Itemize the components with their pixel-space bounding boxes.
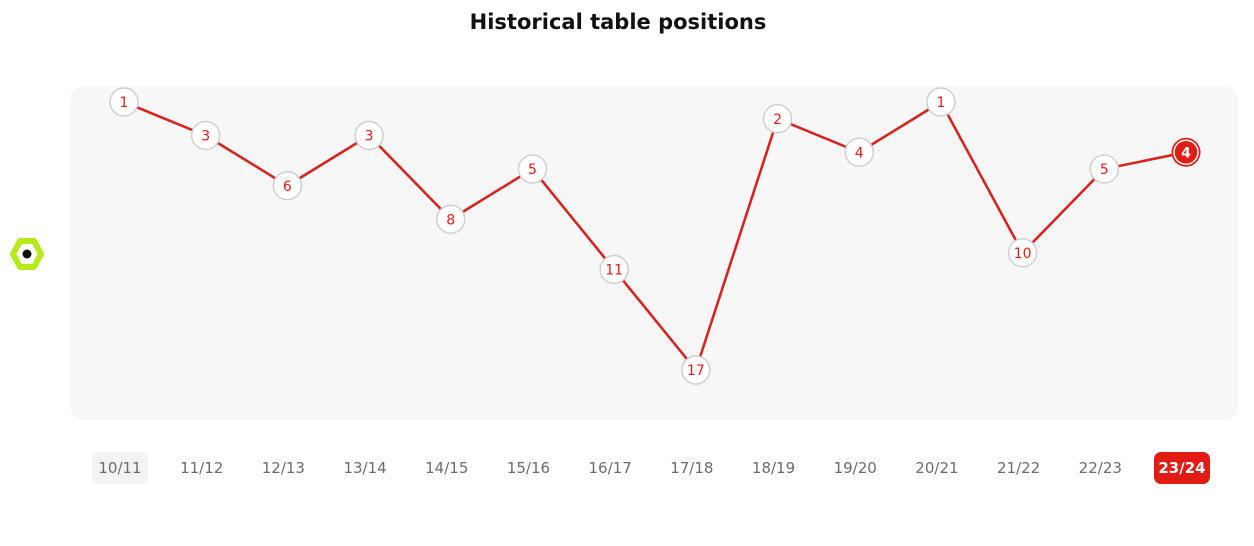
data-point-label: 1 bbox=[936, 95, 945, 111]
data-point-marker bbox=[762, 104, 793, 134]
data-point-marker bbox=[844, 137, 874, 167]
season-tab-11-12[interactable]: 11/12 bbox=[180, 459, 224, 477]
season-tab-18-19[interactable]: 18/19 bbox=[751, 459, 796, 477]
data-point-marker bbox=[436, 204, 466, 234]
data-point-marker bbox=[354, 120, 384, 151]
data-point[interactable]: 17 bbox=[681, 355, 711, 385]
data-point-label: 6 bbox=[283, 179, 292, 195]
data-point-label: 11 bbox=[605, 263, 623, 279]
season-axis: 10/11 11/12 12/13 13/14 14/15 15/16 16/17 17/18… bbox=[0, 452, 1254, 484]
data-point-label: 2 bbox=[773, 112, 782, 128]
line-segment bbox=[1021, 168, 1106, 254]
line-segment bbox=[531, 168, 616, 271]
line-segment bbox=[694, 118, 779, 371]
season-tab-23-24[interactable]: 23/24 bbox=[1154, 452, 1210, 484]
season-tab-12-13[interactable]: 12/13 bbox=[261, 459, 305, 477]
data-point-label: 4 bbox=[1181, 145, 1191, 161]
season-tab-19-20[interactable]: 19/20 bbox=[833, 459, 877, 477]
data-point-marker bbox=[1007, 238, 1038, 268]
data-point-marker bbox=[272, 171, 303, 201]
data-point[interactable]: 1 bbox=[926, 87, 956, 117]
data-point-label: 8 bbox=[446, 212, 455, 228]
data-point-label: 17 bbox=[687, 363, 705, 379]
season-tab-14-15[interactable]: 14/15 bbox=[425, 459, 469, 477]
line-segment bbox=[205, 134, 289, 187]
data-point-marker bbox=[599, 254, 629, 285]
plot-area bbox=[70, 86, 1238, 420]
data-point[interactable]: 3 bbox=[354, 120, 384, 151]
data-point-marker bbox=[109, 87, 139, 117]
data-point-marker bbox=[926, 87, 956, 117]
data-point[interactable]: 3 bbox=[190, 120, 221, 151]
season-tab-20-21[interactable]: 20/21 bbox=[915, 459, 959, 477]
data-point-label: 5 bbox=[528, 162, 537, 178]
league-logo-icon bbox=[10, 238, 44, 270]
season-tab-22-23[interactable]: 22/23 bbox=[1078, 459, 1122, 477]
data-point[interactable]: 5 bbox=[517, 154, 548, 184]
data-point-label: 4 bbox=[855, 145, 864, 161]
season-tab-21-22[interactable]: 21/22 bbox=[996, 459, 1041, 477]
data-point-label: 3 bbox=[365, 129, 374, 145]
data-point[interactable]: 10 bbox=[1007, 238, 1038, 268]
line-segment bbox=[286, 134, 370, 187]
data-point-marker bbox=[681, 355, 711, 385]
data-point-marker bbox=[1173, 139, 1199, 165]
marker-layer: 1 3 6 3 8 5 11 17 2 4 1 10 5 4 bbox=[109, 87, 1201, 385]
line-segment bbox=[858, 100, 942, 154]
data-point[interactable]: 1 bbox=[109, 87, 139, 117]
data-point-marker bbox=[190, 120, 221, 151]
data-point[interactable]: 2 bbox=[762, 104, 793, 134]
line-segment bbox=[613, 268, 697, 371]
data-point-label: 10 bbox=[1014, 246, 1032, 262]
line-segment bbox=[450, 167, 534, 221]
data-point[interactable]: 4 bbox=[1171, 137, 1201, 167]
data-point-label: 5 bbox=[1100, 162, 1109, 178]
data-point-marker bbox=[517, 154, 548, 184]
season-tab-15-16[interactable]: 15/16 bbox=[506, 459, 551, 477]
line-layer bbox=[123, 100, 1187, 371]
season-tab-13-14[interactable]: 13/14 bbox=[343, 459, 387, 477]
chart-title: Historical table positions bbox=[469, 10, 767, 34]
line-segment bbox=[939, 101, 1024, 254]
data-point[interactable]: 11 bbox=[599, 254, 629, 285]
data-point-label: 3 bbox=[201, 129, 210, 145]
season-tab-17-18[interactable]: 17/18 bbox=[670, 459, 714, 477]
line-segment bbox=[368, 134, 452, 221]
season-tab-16-17[interactable]: 16/17 bbox=[588, 459, 632, 477]
season-tab-10-11[interactable]: 10/11 bbox=[92, 452, 148, 484]
data-point[interactable]: 8 bbox=[436, 204, 466, 234]
data-point[interactable]: 5 bbox=[1089, 154, 1120, 184]
data-point[interactable]: 6 bbox=[272, 171, 303, 201]
data-point[interactable]: 4 bbox=[844, 137, 874, 167]
data-point-label: 1 bbox=[120, 95, 129, 111]
data-point-marker bbox=[1089, 154, 1120, 184]
